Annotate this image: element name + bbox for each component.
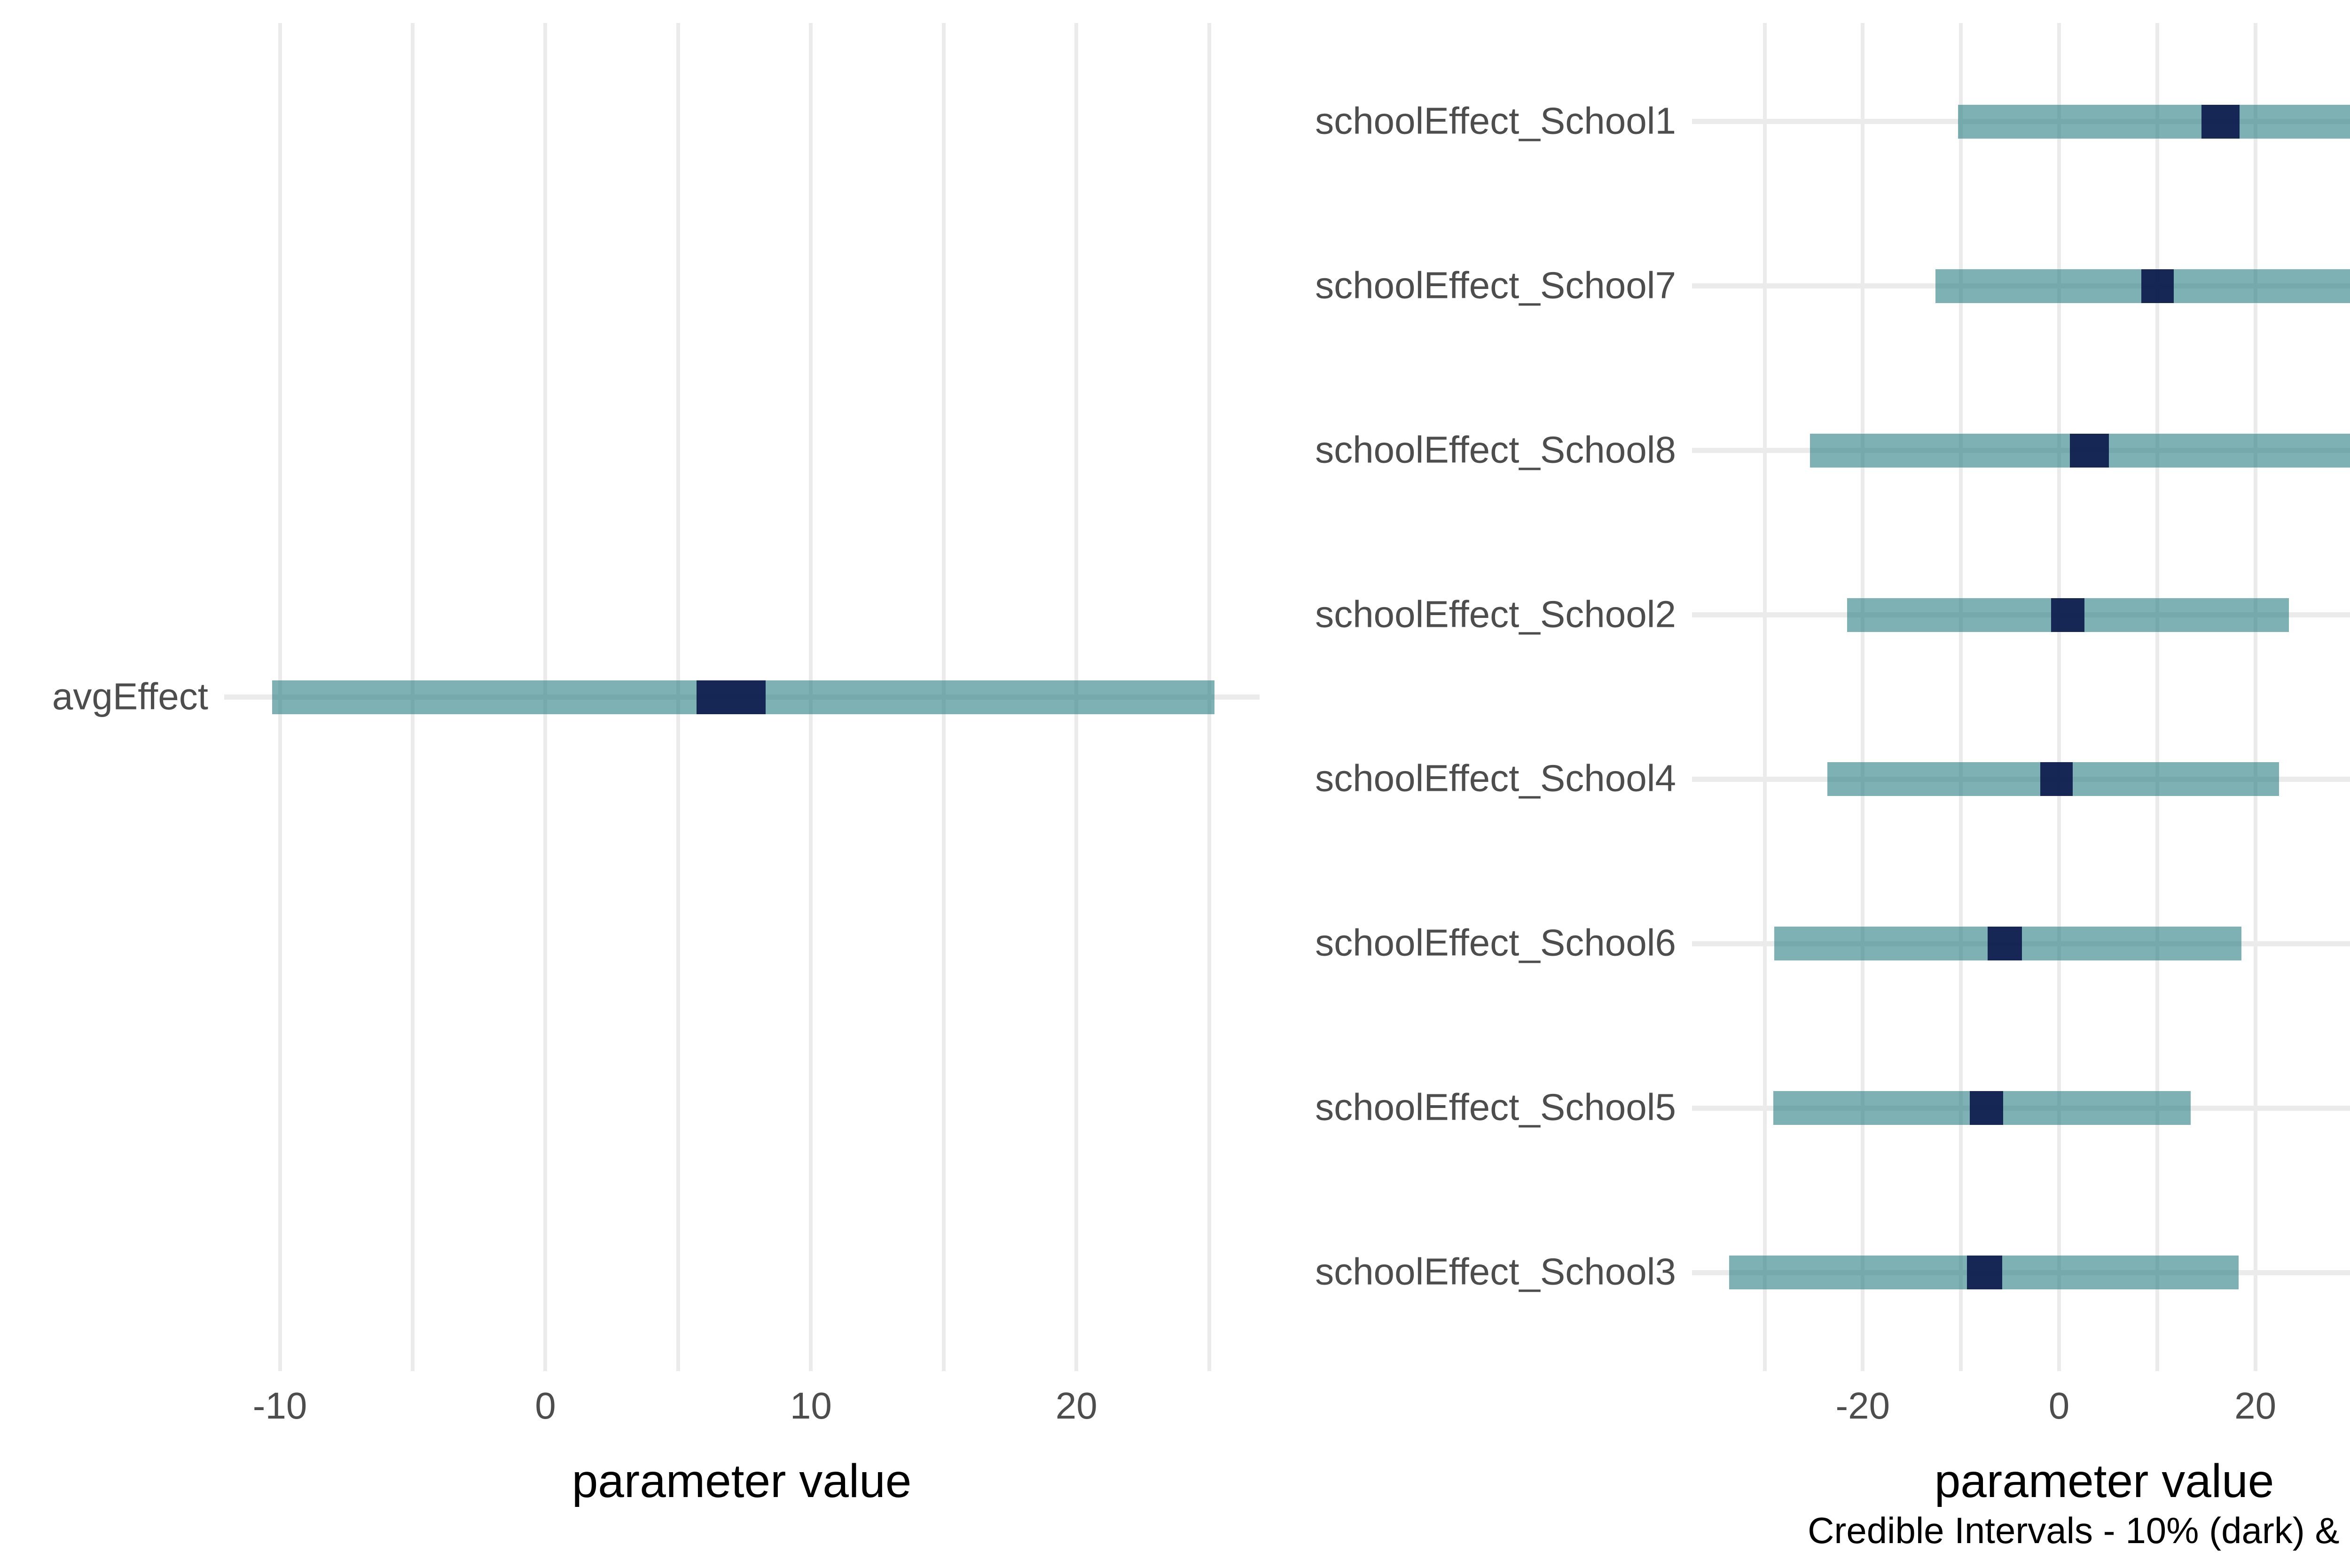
x-tick-label: 0 [2048, 1385, 2070, 1427]
y-axis-label: schoolEffect_School3 [1315, 1250, 1676, 1293]
outer-interval-bar [1958, 104, 2350, 139]
x-axis-title-left: parameter value [572, 1455, 912, 1507]
x-tick-label: 0 [535, 1385, 556, 1427]
inner-interval-bar [1966, 1256, 2002, 1290]
vertical-gridline [1762, 23, 1767, 1371]
y-axis-label: avgEffect [52, 675, 208, 717]
y-axis-label: schoolEffect_School4 [1315, 757, 1676, 799]
plot-panel-right [1692, 23, 2350, 1371]
x-axis-title-right: parameter value [1934, 1455, 2274, 1507]
vertical-gridline [1959, 23, 1963, 1371]
x-tick-label: 20 [2234, 1385, 2277, 1427]
vertical-gridline [2253, 23, 2257, 1371]
x-tick-label: -20 [1835, 1385, 1890, 1427]
y-axis-label: schoolEffect_School2 [1315, 593, 1676, 635]
vertical-gridline [2155, 23, 2159, 1371]
y-axis-label: schoolEffect_School1 [1315, 100, 1676, 142]
y-axis-label: schoolEffect_School6 [1315, 921, 1676, 964]
x-tick-label: 10 [790, 1385, 832, 1427]
y-axis-label: schoolEffect_School5 [1315, 1086, 1676, 1128]
x-tick-label: 20 [1055, 1385, 1097, 1427]
y-axis-label: schoolEffect_School8 [1315, 429, 1676, 471]
inner-interval-bar [697, 680, 766, 714]
inner-interval-bar [2141, 269, 2174, 303]
inner-interval-bar [2069, 433, 2109, 468]
inner-interval-bar [1969, 1091, 2003, 1125]
plot-panel-left [224, 23, 1260, 1371]
x-tick-label: -10 [252, 1385, 307, 1427]
vertical-gridline [1861, 23, 1865, 1371]
inner-interval-bar [2051, 598, 2085, 632]
vertical-gridline [2057, 23, 2061, 1371]
inner-interval-bar [1987, 927, 2022, 961]
figure-caption: Credible Intervals - 10% (dark) & 90% (l… [1808, 1510, 2350, 1551]
y-axis-label: schoolEffect_School7 [1315, 264, 1676, 306]
inner-interval-bar [2040, 762, 2073, 796]
inner-interval-bar [2201, 104, 2240, 139]
